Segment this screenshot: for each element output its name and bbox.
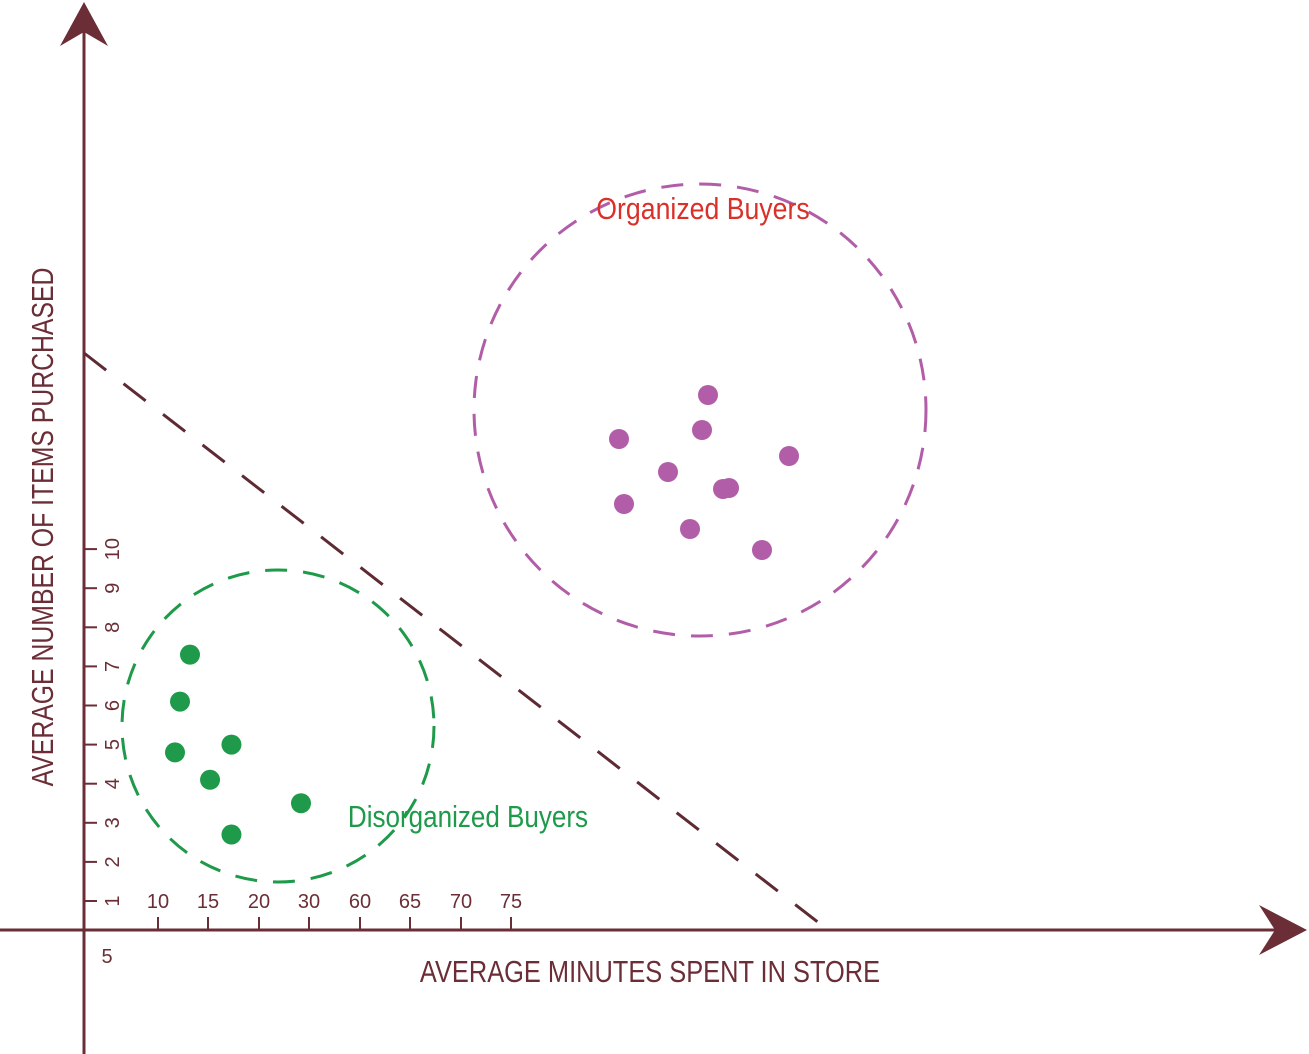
x-axis-label: AVERAGE MINUTES SPENT IN STORE xyxy=(420,955,880,990)
y-tick-label: 6 xyxy=(102,700,124,711)
data-point xyxy=(170,691,190,712)
x-tick-label: 10 xyxy=(147,891,169,913)
y-axis-arrow xyxy=(60,2,108,46)
x-tick-label: 30 xyxy=(298,891,320,913)
y-tick-label: 2 xyxy=(102,856,124,867)
data-point xyxy=(609,429,629,449)
disorganized-cluster-circle xyxy=(120,568,436,884)
y-tick-label: 10 xyxy=(102,538,124,560)
data-point xyxy=(719,478,739,498)
y-axis-label: AVERAGE NUMBER OF ITEMS PURCHASED xyxy=(25,268,59,787)
y-tick-label: 4 xyxy=(102,778,124,789)
x-tick-label: 15 xyxy=(197,891,219,913)
y-tick-label: 3 xyxy=(102,817,124,828)
data-point xyxy=(221,734,242,755)
y-tick-label: 8 xyxy=(102,622,124,633)
data-point xyxy=(698,385,718,405)
organized-cluster-circle xyxy=(472,182,928,638)
x-tick-label: 70 xyxy=(450,891,472,913)
data-point xyxy=(614,494,634,514)
data-point xyxy=(680,519,700,539)
data-point xyxy=(165,742,185,763)
x-tick-label: 65 xyxy=(399,891,421,913)
data-point xyxy=(692,420,712,440)
x-tick-label: 5 xyxy=(101,946,112,968)
data-point xyxy=(752,540,772,560)
data-point xyxy=(779,446,799,466)
x-tick-label: 60 xyxy=(349,891,371,913)
data-point xyxy=(221,824,242,845)
x-axis-arrow xyxy=(1259,905,1307,955)
y-tick-label: 5 xyxy=(102,739,124,750)
y-tick-label: 9 xyxy=(102,583,124,594)
x-tick-label: 75 xyxy=(500,891,522,913)
data-point xyxy=(180,644,200,665)
y-tick-label: 1 xyxy=(102,895,124,906)
y-tick-label: 7 xyxy=(102,661,124,672)
disorganized-buyers-label: Disorganized Buyers xyxy=(348,800,588,835)
data-point xyxy=(200,769,221,790)
x-tick-label: 20 xyxy=(248,891,270,913)
organized-buyers-label: Organized Buyers xyxy=(596,192,809,226)
data-point xyxy=(658,462,678,482)
data-point xyxy=(291,793,311,814)
decision-boundary-line xyxy=(83,351,829,932)
